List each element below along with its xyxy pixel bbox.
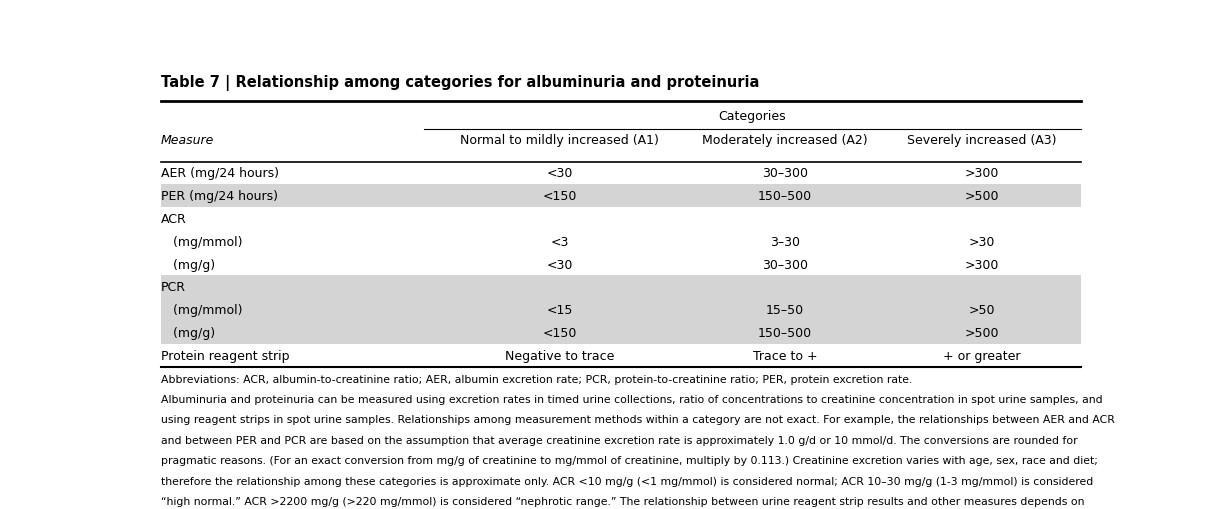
Text: Measure: Measure — [161, 133, 214, 147]
Text: <15: <15 — [546, 303, 573, 317]
Text: >30: >30 — [969, 235, 995, 248]
Text: and between PER and PCR are based on the assumption that average creatinine excr: and between PER and PCR are based on the… — [161, 435, 1078, 445]
Text: Protein reagent strip: Protein reagent strip — [161, 349, 289, 362]
Text: <30: <30 — [546, 167, 573, 180]
Text: Moderately increased (A2): Moderately increased (A2) — [702, 133, 868, 147]
Text: >300: >300 — [965, 167, 999, 180]
Text: >500: >500 — [965, 326, 999, 339]
Text: PER (mg/24 hours): PER (mg/24 hours) — [161, 190, 277, 203]
Text: <3: <3 — [551, 235, 569, 248]
Bar — [161, 185, 1080, 208]
Text: 30–300: 30–300 — [762, 258, 808, 271]
Text: <30: <30 — [546, 258, 573, 271]
Text: Trace to +: Trace to + — [752, 349, 817, 362]
Text: <150: <150 — [543, 326, 576, 339]
Text: + or greater: + or greater — [943, 349, 1021, 362]
Text: Normal to mildly increased (A1): Normal to mildly increased (A1) — [460, 133, 659, 147]
Text: Albuminuria and proteinuria can be measured using excretion rates in timed urine: Albuminuria and proteinuria can be measu… — [161, 394, 1102, 404]
Text: 150–500: 150–500 — [758, 190, 811, 203]
Text: (mg/g): (mg/g) — [161, 258, 214, 271]
Bar — [161, 276, 1080, 299]
Text: using reagent strips in spot urine samples. Relationships among measurement meth: using reagent strips in spot urine sampl… — [161, 415, 1114, 425]
Text: Abbreviations: ACR, albumin-to-creatinine ratio; AER, albumin excretion rate; PC: Abbreviations: ACR, albumin-to-creatinin… — [161, 374, 912, 384]
Text: therefore the relationship among these categories is approximate only. ACR <10 m: therefore the relationship among these c… — [161, 476, 1094, 486]
Text: <150: <150 — [543, 190, 576, 203]
Text: ACR: ACR — [161, 213, 186, 225]
Text: pragmatic reasons. (For an exact conversion from mg/g of creatinine to mg/mmol o: pragmatic reasons. (For an exact convers… — [161, 456, 1097, 465]
Text: >50: >50 — [969, 303, 995, 317]
Bar — [161, 321, 1080, 344]
Text: Categories: Categories — [718, 110, 786, 123]
Text: (mg/mmol): (mg/mmol) — [161, 235, 242, 248]
Text: Table 7 | Relationship among categories for albuminuria and proteinuria: Table 7 | Relationship among categories … — [161, 75, 759, 91]
Text: >500: >500 — [965, 190, 999, 203]
Text: PCR: PCR — [161, 281, 185, 294]
Text: Negative to trace: Negative to trace — [505, 349, 614, 362]
Text: 150–500: 150–500 — [758, 326, 811, 339]
Text: (mg/g): (mg/g) — [161, 326, 214, 339]
Text: (mg/mmol): (mg/mmol) — [161, 303, 242, 317]
Text: Severely increased (A3): Severely increased (A3) — [907, 133, 1057, 147]
Text: 15–50: 15–50 — [765, 303, 804, 317]
Text: 30–300: 30–300 — [762, 167, 808, 180]
Bar — [161, 299, 1080, 321]
Text: >300: >300 — [965, 258, 999, 271]
Text: AER (mg/24 hours): AER (mg/24 hours) — [161, 167, 279, 180]
Text: “high normal.” ACR >2200 mg/g (>220 mg/mmol) is considered “nephrotic range.” Th: “high normal.” ACR >2200 mg/g (>220 mg/m… — [161, 496, 1084, 506]
Text: 3–30: 3–30 — [770, 235, 800, 248]
